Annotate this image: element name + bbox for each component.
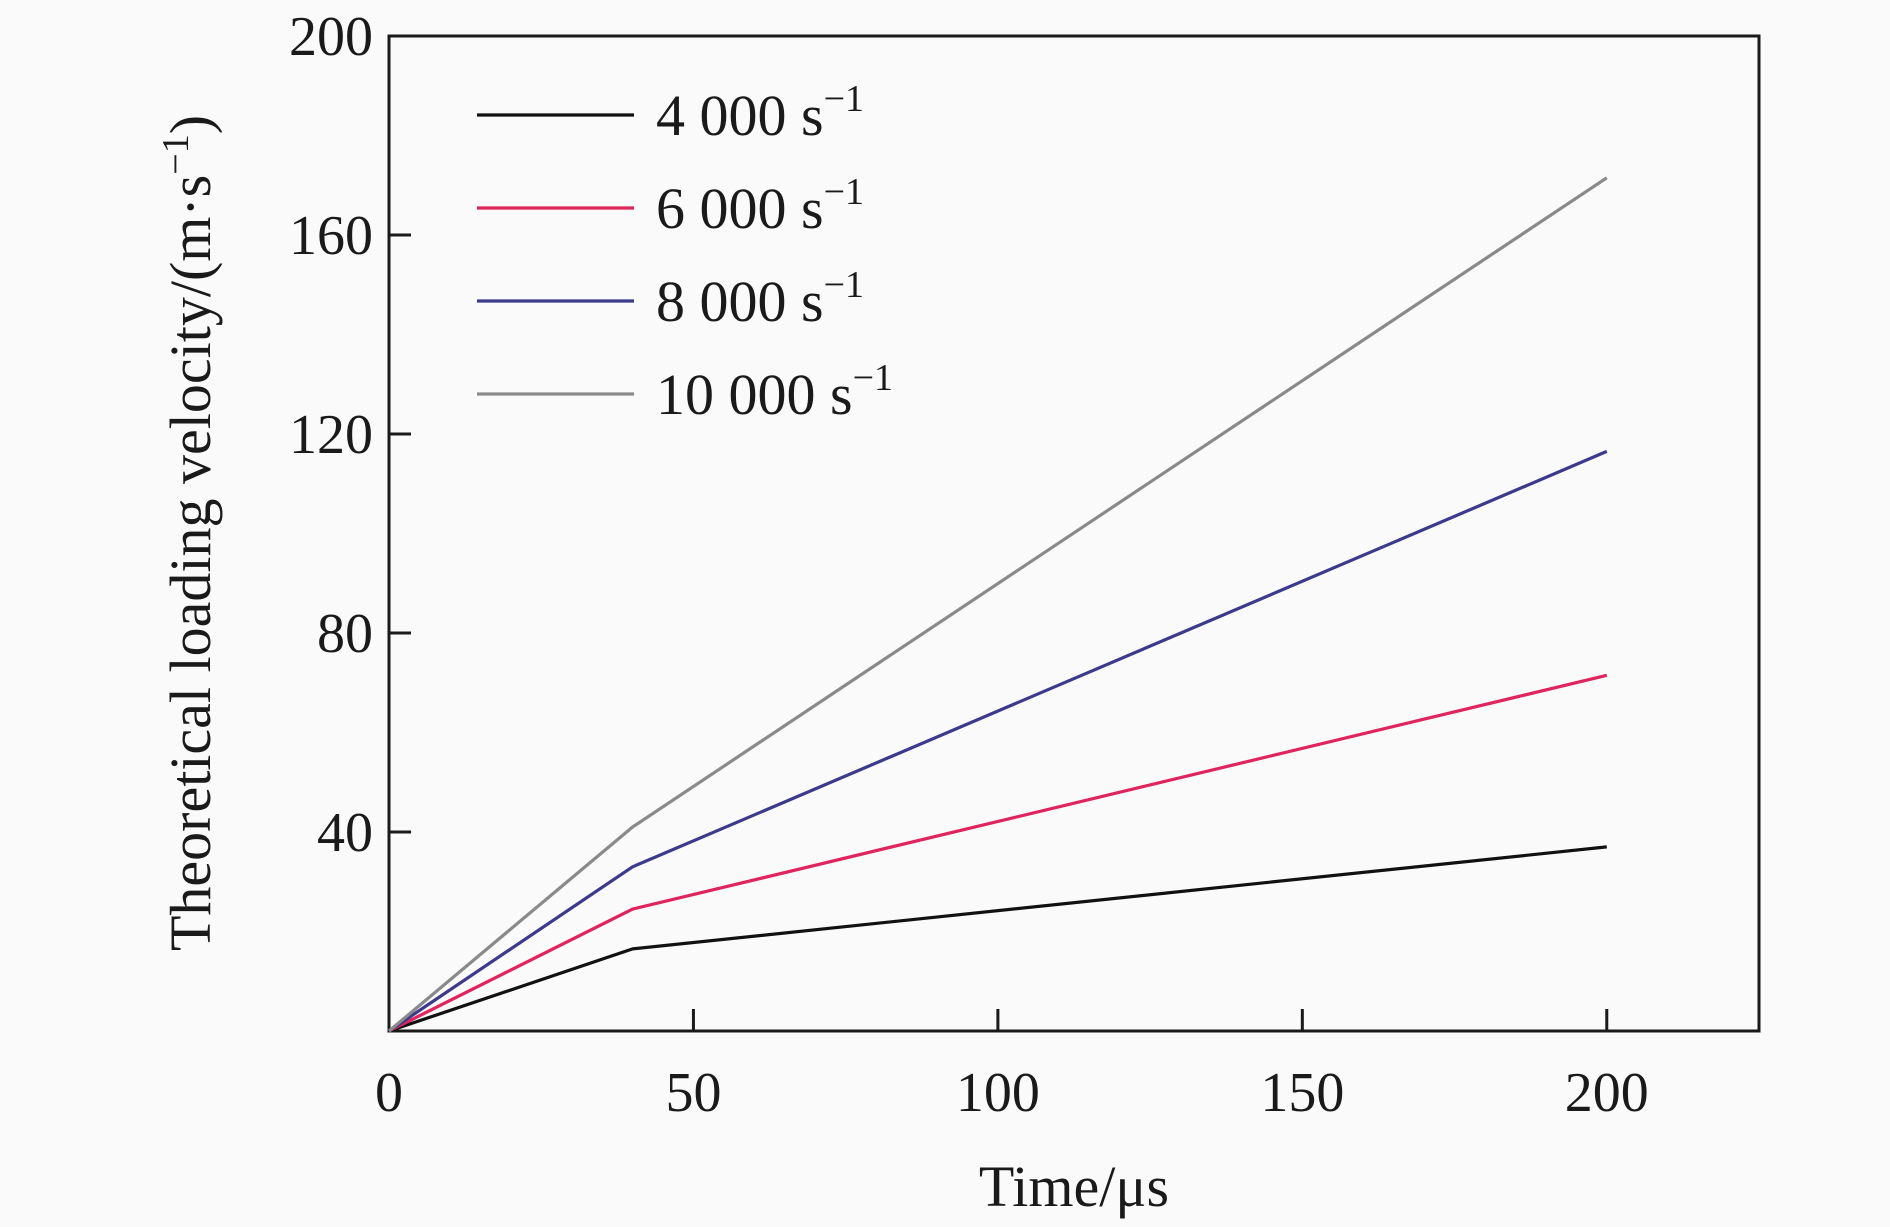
y-axis-title-main: Theoretical loading velocity/(m·s <box>158 175 223 951</box>
y-tick-label-3: 160 <box>289 205 373 267</box>
x-tick-label-3: 150 <box>1260 1062 1344 1124</box>
series-lines <box>387 176 1608 1033</box>
y-tick-label-2: 120 <box>289 404 373 466</box>
x-tick-label-4: 200 <box>1565 1062 1649 1124</box>
legend-label-1: 6 000 s−1 <box>656 171 864 241</box>
legend-label-sup-2: −1 <box>824 264 864 306</box>
legend-label-main-1: 6 000 s <box>656 176 824 241</box>
x-axis-title: Time/μs <box>979 1154 1169 1219</box>
y-tick-label-4: 200 <box>289 6 373 68</box>
y-axis-title-sup: −1 <box>155 134 197 174</box>
legend-label-main-0: 4 000 s <box>656 83 824 148</box>
x-tick-label-1: 50 <box>665 1062 721 1124</box>
legend-label-0: 4 000 s−1 <box>656 78 864 148</box>
x-tick-label-0: 0 <box>375 1062 403 1124</box>
series-line-1 <box>388 673 1608 1033</box>
y-tick-label-0: 40 <box>317 802 373 864</box>
y-axis-title-close: ) <box>158 115 223 134</box>
y-axis-title: Theoretical loading velocity/(m·s−1) <box>155 115 223 951</box>
y-axis-title-text: Theoretical loading velocity/(m·s−1) <box>155 115 223 951</box>
axis-ticks <box>389 233 1609 1031</box>
legend-label-sup-0: −1 <box>824 78 864 120</box>
legend-label-2: 8 000 s−1 <box>656 264 864 334</box>
series-line-0 <box>388 845 1607 1033</box>
series-line-3 <box>387 176 1608 1033</box>
legend: 4 000 s−16 000 s−18 000 s−110 000 s−1 <box>477 78 893 427</box>
x-tick-label-2: 100 <box>956 1062 1040 1124</box>
legend-label-sup-1: −1 <box>824 171 864 213</box>
plot-frame <box>387 34 1761 1033</box>
legend-label-main-3: 10 000 s <box>656 362 853 427</box>
y-tick-label-1: 80 <box>317 603 373 665</box>
legend-label-3: 10 000 s−1 <box>656 357 893 427</box>
legend-label-sup-3: −1 <box>853 357 893 399</box>
legend-label-main-2: 8 000 s <box>656 269 824 334</box>
series-line-2 <box>388 449 1608 1033</box>
axis-tick-labels: 0 50 100 150 200 40 80 120 160 200 <box>289 6 1649 1124</box>
